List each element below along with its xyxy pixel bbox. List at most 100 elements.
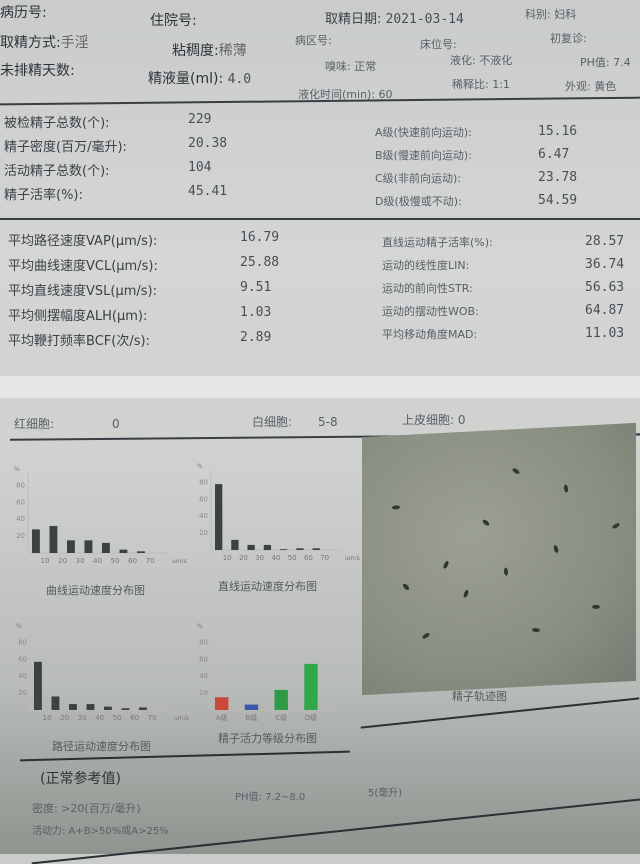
x-unit-label: um/s — [174, 715, 189, 722]
x-tick-label: 50 — [113, 714, 122, 722]
x-tick-label: D级 — [305, 713, 317, 722]
x-tick-label: 40 — [93, 557, 102, 565]
field-abstinence-days: 未排精天数: — [0, 63, 75, 79]
bar — [67, 540, 75, 553]
chart-vap-distribution: % 20 40 60 80 10 20 30 40 50 60 70 um/s — [14, 622, 194, 736]
grades-value: 15.16 — [538, 124, 578, 139]
bar — [215, 484, 223, 550]
x-tick-label: 70 — [148, 714, 157, 722]
y-unit-label: % — [16, 623, 22, 630]
velocity-label: 平均路径速度VAP(μm/s): — [8, 234, 158, 249]
x-tick-label: A级 — [216, 713, 228, 722]
x-unit-label: um/s — [172, 558, 187, 565]
field-visit-type: 初复诊: — [550, 32, 587, 45]
bar — [312, 548, 320, 550]
bar — [280, 549, 288, 550]
y-tick-label: 60 — [199, 655, 208, 663]
field-inpatient-no: 住院号: — [150, 13, 197, 29]
bar — [137, 551, 145, 553]
field-liquefaction-time: 液化时间(min): 60 — [298, 88, 393, 101]
sperm-cell — [421, 631, 431, 640]
epithelial-cells: 上皮细胞: 0 — [402, 413, 466, 427]
field-collection-date: 取精日期: 2021-03-14 — [325, 12, 464, 27]
grades-value: 54.59 — [538, 193, 578, 208]
field-dilution: 稀释比: 1:1 — [452, 78, 510, 91]
kinematics-value: 28.57 — [585, 234, 625, 249]
bar — [215, 697, 229, 710]
velocity-label: 平均直线速度VSL(μm/s): — [8, 284, 157, 299]
y-tick-label: 60 — [18, 655, 27, 663]
counts-value: 229 — [188, 112, 212, 127]
grades-label: A级(快速前向运动): — [375, 126, 472, 139]
bar — [102, 542, 110, 553]
x-tick-label: 30 — [76, 557, 85, 565]
bar — [34, 661, 42, 710]
velocity-value: 16.79 — [240, 230, 280, 245]
grades-label: B级(慢速前向运动): — [375, 149, 472, 162]
counts-label: 被检精子总数(个): — [4, 116, 110, 131]
y-tick-label: 80 — [16, 481, 25, 489]
kinematics-label: 平均移动角度MAD: — [382, 328, 478, 341]
y-tick-label: 40 — [199, 512, 208, 520]
kinematics-value: 36.74 — [585, 257, 625, 272]
y-tick-label: 60 — [199, 495, 208, 503]
kinematics-value: 64.87 — [585, 303, 625, 318]
x-tick-label: 10 — [41, 557, 50, 565]
y-tick-label: 20 — [16, 532, 25, 540]
sperm-cell — [552, 544, 560, 554]
bar — [231, 539, 239, 550]
sperm-trajectory-image — [362, 422, 636, 696]
counts-value: 104 — [188, 160, 212, 175]
paper-gap — [0, 376, 640, 398]
reference-title: (正常参考值) — [40, 771, 121, 787]
x-tick-label: 70 — [146, 557, 155, 565]
x-tick-label: 60 — [128, 557, 137, 565]
bar — [121, 708, 130, 710]
kinematics-label: 直线运动精子活率(%): — [382, 236, 493, 249]
chart-grade-title: 精子活力等级分布图 — [218, 732, 317, 745]
sperm-cell — [462, 589, 470, 599]
sperm-cell — [392, 505, 400, 510]
bar — [244, 704, 259, 710]
field-department: 科别: 妇科 — [525, 8, 577, 21]
bar — [69, 704, 77, 710]
sperm-cell — [511, 467, 521, 476]
counts-label: 活动精子总数(个): — [4, 164, 110, 179]
x-unit-label: um/s — [345, 555, 360, 562]
x-tick-label: 50 — [288, 554, 297, 562]
y-tick-label: 80 — [18, 638, 27, 646]
divider — [0, 218, 640, 220]
micrograph-caption: 精子轨迹图 — [452, 690, 507, 703]
x-tick-label: B级 — [246, 713, 258, 722]
kinematics-value: 11.03 — [585, 326, 625, 341]
bar — [247, 544, 255, 550]
counts-label: 精子密度(百万/毫升): — [4, 140, 127, 155]
sperm-cell — [563, 484, 569, 493]
y-tick-label: 40 — [18, 672, 27, 680]
white-cells: 白细胞: 5-8 — [252, 415, 338, 429]
kinematics-label: 运动的摆动性WOB: — [382, 305, 479, 318]
reference-ph: PH值: 7.2~8.0 — [235, 792, 306, 803]
field-ward: 病区号: — [295, 34, 332, 47]
y-unit-label: % — [197, 463, 203, 470]
x-tick-label: 30 — [78, 714, 87, 722]
sperm-cell — [401, 582, 411, 592]
y-tick-label: 80 — [199, 638, 208, 646]
field-appearance: 外观: 黄色 — [565, 80, 617, 93]
x-tick-label: 40 — [95, 714, 104, 722]
reference-volume: 5(毫升) — [368, 788, 403, 799]
x-tick-label: 20 — [60, 714, 69, 722]
x-tick-label: 10 — [43, 714, 52, 722]
bar — [274, 689, 288, 710]
bar — [86, 704, 95, 710]
bar — [51, 696, 60, 710]
reference-density: 密度: >20(百万/毫升) — [32, 802, 141, 815]
x-tick-label: 60 — [304, 554, 313, 562]
y-tick-label: 40 — [199, 672, 208, 680]
field-ph: PH值: 7.4 — [580, 56, 631, 69]
y-tick-label: 20 — [199, 689, 208, 697]
y-tick-label: 80 — [199, 478, 208, 486]
sperm-cell — [503, 567, 509, 576]
x-tick-label: 40 — [271, 554, 280, 562]
x-tick-label: 60 — [130, 714, 139, 722]
